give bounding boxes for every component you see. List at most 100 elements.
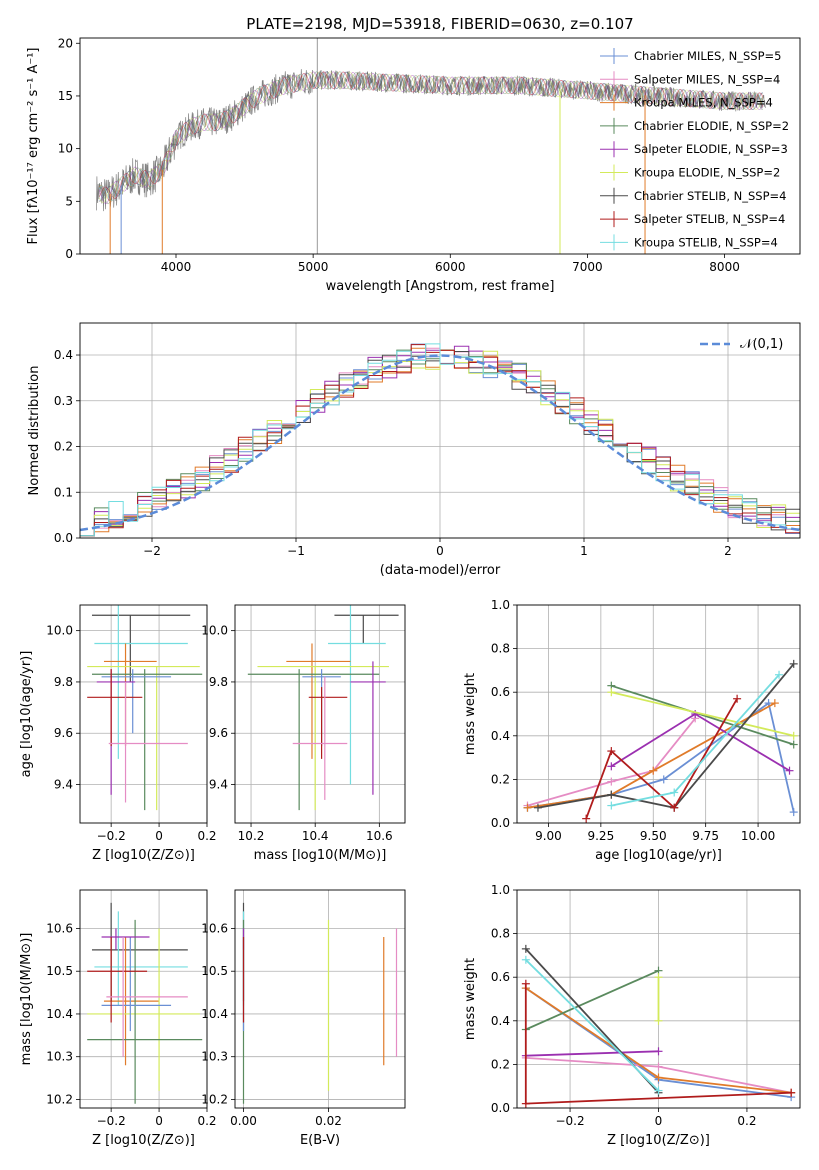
y-tick-label: 0.4: [491, 1014, 510, 1028]
y-tick-label: 0.4: [54, 348, 73, 362]
residual-histogram-panel: −2 −1 0 1 2 0.0 0.1 0.2 0.3 0.4 (data-model)/error…: [27, 322, 801, 578]
x-tick-label: 0: [655, 1114, 663, 1128]
plot-area: [79, 343, 801, 537]
axes: 10.2 10.4 10.6 9.4 9.6 9.8 10.0 mass [log10(M/M…: [201, 604, 406, 863]
legend-label: Kroupa MILES, N_SSP=4: [634, 96, 773, 110]
x-axis-label: Z [log10(Z/Z⊙)]: [607, 1133, 710, 1148]
grid: [235, 890, 405, 1108]
axes-frame: [516, 604, 801, 824]
x-tick-label: 8000: [709, 260, 740, 274]
grid: [80, 890, 208, 1108]
y-tick-label: 0.2: [491, 772, 510, 786]
plot-area: [521, 944, 796, 1108]
y-tick-label: 0.1: [54, 485, 73, 499]
y-tick-label: 0.0: [491, 816, 510, 830]
weight-line: [525, 969, 659, 1031]
x-axis-label: Z [log10(Z/Z⊙)]: [92, 848, 195, 863]
y-tick-label: 10: [58, 142, 73, 156]
y-axis-label: Flux [fλ10⁻¹⁷ erg cm⁻² s⁻¹ A⁻¹]: [26, 48, 41, 245]
x-tick-label: 9.00: [535, 829, 562, 843]
x-tick-label: 10.4: [302, 829, 329, 843]
y-tick-label: 9.4: [209, 778, 228, 792]
x-tick-label: 0.02: [315, 1114, 342, 1128]
x-tick-label: 0: [155, 829, 163, 843]
weight-line: [527, 717, 696, 807]
weight-vs-age-panel: 9.00 9.25 9.50 9.75 10.00 0.0 0.2 0.4 0.6 0.8 1.0 a…: [463, 598, 801, 863]
y-tick-label: 0.3: [54, 394, 73, 408]
y-tick-label: 10.4: [46, 1007, 73, 1021]
x-tick-label: 4000: [161, 260, 192, 274]
legend-label: Kroupa STELIB, N_SSP=4: [634, 235, 778, 249]
model-spectrum: [98, 71, 764, 200]
axes: 9.00 9.25 9.50 9.75 10.00 0.0 0.2 0.4 0.6 0.8 1.0 a…: [463, 598, 801, 863]
gaussian-curve: [79, 354, 801, 532]
x-axis-label: E(B-V): [300, 1133, 340, 1148]
y-axis-label: mass weight: [463, 673, 478, 755]
weight-line: [525, 959, 660, 1092]
y-tick-label: 1.0: [491, 883, 510, 897]
axes: −0.2 0 0.2 0.0 0.2 0.4 0.6 0.8 1.0 Z [log10(Z/Z⊙)…: [463, 883, 801, 1148]
axes-frame: [79, 37, 801, 255]
legend-label: 𝒩(0,1): [740, 337, 783, 352]
y-axis-label: mass [log10(M/M⊙)]: [19, 933, 34, 1066]
x-axis-label: mass [log10(M/M⊙)]: [254, 848, 387, 863]
legend-label: Chabrier MILES, N_SSP=5: [634, 49, 781, 63]
plot-area: [96, 38, 766, 254]
x-tick-label: 7000: [572, 260, 603, 274]
x-tick-label: 0: [155, 1114, 163, 1128]
x-axis-label: wavelength [Angstrom, rest frame]: [326, 279, 555, 294]
grid: [517, 604, 800, 824]
plot-area: [242, 902, 398, 1104]
y-tick-label: 20: [58, 36, 73, 50]
weight-line: [537, 663, 795, 809]
axes: 0.00 0.02 10.2 10.3 10.4 10.5 10.6 E(B-V): [201, 889, 406, 1148]
x-tick-label: −0.2: [555, 1114, 584, 1128]
weight-line: [527, 702, 776, 809]
x-tick-label: 9.75: [692, 829, 719, 843]
y-tick-label: 10.4: [201, 1007, 228, 1021]
y-tick-label: 10.0: [201, 624, 228, 638]
y-tick-label: 10.2: [201, 1092, 228, 1106]
x-tick-label: −1: [287, 544, 305, 558]
axes-frame: [234, 604, 406, 824]
axes-frame: [79, 889, 208, 1109]
legend: 𝒩(0,1): [700, 337, 783, 352]
y-axis-label: age [log10(age/yr)]: [19, 651, 34, 778]
legend: Chabrier MILES, N_SSP=5 Salpeter MILES, N…: [600, 48, 789, 251]
axes: 4000 5000 6000 7000 8000 0 5 10 15 20 wavelength […: [26, 36, 801, 294]
axes: −0.2 0 0.2 9.4 9.6 9.8 10.0 Z [log10(Z/Z⊙)] age …: [19, 604, 217, 863]
weight-line: [585, 698, 738, 819]
y-tick-label: 10.6: [46, 921, 73, 935]
y-tick-label: 0.2: [491, 1057, 510, 1071]
grid: [235, 605, 405, 823]
y-tick-label: 10.2: [46, 1092, 73, 1106]
y-tick-label: 10.3: [46, 1050, 73, 1064]
axes-frame: [234, 889, 406, 1109]
x-tick-label: 9.50: [640, 829, 667, 843]
x-tick-label: 10.6: [366, 829, 393, 843]
y-tick-label: 10.6: [201, 921, 228, 935]
y-tick-label: 0.8: [491, 642, 510, 656]
weight-line: [611, 691, 794, 737]
weight-vs-metallicity-panel: −0.2 0 0.2 0.0 0.2 0.4 0.6 0.8 1.0 Z [log10(Z/Z⊙)…: [463, 883, 801, 1148]
y-tick-label: 10.0: [46, 624, 73, 638]
legend-label: Kroupa ELODIE, N_SSP=2: [634, 166, 780, 180]
x-tick-label: 10.00: [741, 829, 775, 843]
spectrum-panel: 4000 5000 6000 7000 8000 0 5 10 15 20 wavelength […: [26, 36, 801, 294]
y-tick-label: 0.0: [491, 1101, 510, 1115]
y-tick-label: 10.5: [46, 964, 73, 978]
y-tick-label: 0: [65, 247, 73, 261]
y-tick-label: 0.8: [491, 927, 510, 941]
y-tick-label: 1.0: [491, 598, 510, 612]
spectrum-title: PLATE=2198, MJD=53918, FIBERID=0630, z=0…: [246, 15, 633, 33]
x-tick-label: 6000: [435, 260, 466, 274]
y-tick-label: 9.8: [54, 675, 73, 689]
plot-area: [87, 902, 203, 1104]
x-axis-label: age [log10(age/yr)]: [595, 848, 722, 863]
x-tick-label: 10.2: [238, 829, 265, 843]
plot-area: [247, 605, 399, 811]
legend-label: Chabrier ELODIE, N_SSP=2: [634, 119, 789, 133]
x-tick-label: 0.00: [230, 1114, 257, 1128]
axes: −2 −1 0 1 2 0.0 0.1 0.2 0.3 0.4 (data-model)/error…: [27, 322, 801, 578]
